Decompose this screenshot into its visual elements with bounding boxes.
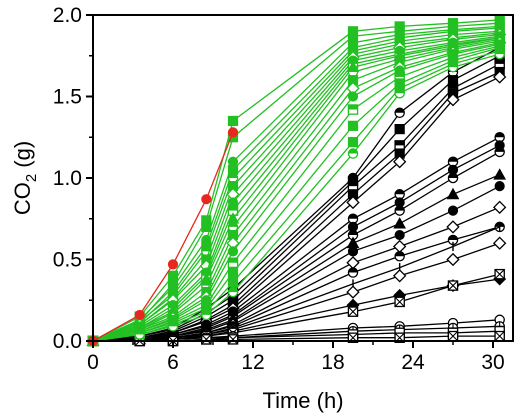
green-point — [227, 257, 239, 269]
black-point — [394, 205, 405, 216]
black-point — [447, 280, 459, 291]
y-tick-label: 0.0 — [53, 330, 82, 353]
black-point — [447, 330, 459, 342]
green-line-11 — [92, 40, 500, 342]
black-line-8 — [92, 174, 500, 342]
black-point — [447, 205, 459, 216]
black-point — [227, 334, 239, 345]
black-point — [346, 195, 360, 210]
black-point — [494, 146, 505, 158]
x-tick-label: 30 — [481, 351, 504, 374]
red-point — [167, 259, 179, 270]
green-line-6 — [92, 33, 500, 342]
green-point — [134, 329, 145, 340]
green-point — [227, 246, 239, 257]
green-point — [347, 148, 359, 159]
black-point — [492, 200, 507, 215]
plot-area — [86, 14, 507, 348]
green-point — [347, 91, 359, 102]
black-point — [347, 306, 359, 317]
x-tick-label: 0 — [87, 351, 99, 374]
green-point — [227, 267, 239, 278]
green-point — [394, 87, 405, 99]
black-point — [447, 172, 459, 184]
green-point — [167, 321, 179, 332]
y-tick-label: 0.5 — [53, 249, 82, 272]
green-line-7 — [92, 35, 500, 342]
black-point — [394, 124, 405, 135]
x-axis-title: Time (h) — [262, 388, 343, 413]
green-line-14 — [92, 45, 500, 342]
black-point — [346, 256, 360, 270]
x-tick-label: 18 — [321, 351, 344, 374]
red-series-0 — [87, 127, 239, 347]
black-point — [392, 239, 407, 254]
black-line-3 — [92, 71, 500, 342]
black-point — [494, 268, 505, 280]
green-point — [227, 277, 239, 288]
black-point — [347, 246, 359, 257]
x-tick-label: 24 — [401, 351, 425, 374]
black-point — [492, 70, 507, 84]
black-point — [447, 234, 459, 246]
green-point — [347, 66, 359, 78]
x-tick-label: 12 — [241, 351, 264, 374]
green-line-15 — [92, 46, 500, 342]
black-line-6 — [92, 144, 501, 342]
black-point — [394, 296, 405, 308]
green-point — [494, 48, 505, 60]
green-line-12 — [92, 42, 500, 342]
green-point — [347, 120, 359, 131]
black-point — [201, 334, 212, 345]
black-point — [446, 220, 460, 234]
green-point — [227, 286, 239, 298]
y-axis-title-subscript: 2 — [23, 174, 40, 182]
y-tick-label: 1.0 — [53, 167, 82, 190]
green-point — [347, 137, 359, 148]
black-point — [346, 285, 360, 299]
black-point — [446, 93, 460, 107]
green-point — [201, 309, 212, 321]
y-axis-title-main: CO — [10, 182, 35, 215]
black-point — [394, 107, 405, 119]
black-point — [493, 168, 507, 180]
black-point — [492, 236, 507, 250]
black-point — [447, 156, 459, 167]
y-axis-title: CO2 (g) — [10, 141, 40, 215]
red-point — [134, 309, 145, 321]
black-point — [446, 252, 460, 267]
y-tick-label: 2.0 — [53, 4, 82, 27]
green-series-13 — [87, 39, 505, 347]
red-point — [227, 127, 239, 138]
green-point — [227, 115, 239, 127]
black-point — [494, 181, 505, 192]
green-series-14 — [87, 40, 505, 347]
green-line-13 — [92, 43, 500, 342]
black-point — [392, 269, 407, 283]
black-series-1 — [87, 50, 505, 347]
black-point — [392, 155, 407, 169]
green-series-15 — [87, 42, 505, 347]
y-axis-title-unit: (g) — [10, 141, 35, 174]
y-tick-label: 1.5 — [53, 86, 82, 109]
green-point — [447, 61, 459, 73]
red-point — [201, 194, 212, 205]
black-point — [494, 330, 505, 342]
black-point — [346, 236, 360, 249]
green-series-17 — [87, 48, 505, 347]
black-point — [394, 250, 405, 262]
green-point — [347, 104, 359, 115]
black-point — [347, 267, 359, 278]
axis-ticks: 0 6 12 18 24 30 0.0 0.5 1.0 1.5 2.0 — [53, 4, 505, 374]
black-point — [394, 189, 405, 200]
x-tick-label: 6 — [167, 351, 179, 374]
black-point — [394, 229, 405, 241]
black-point — [446, 187, 460, 200]
black-point — [393, 217, 407, 229]
